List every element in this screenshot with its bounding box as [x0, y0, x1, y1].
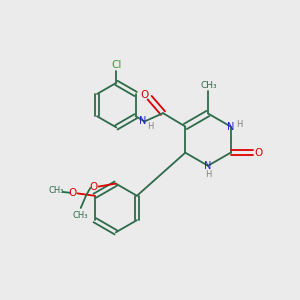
Text: H: H [205, 170, 211, 179]
Text: CH₃: CH₃ [200, 81, 217, 90]
Text: N: N [140, 116, 147, 126]
Text: H: H [236, 120, 242, 129]
Text: N: N [227, 122, 234, 131]
Text: N: N [204, 161, 211, 171]
Text: O: O [89, 182, 98, 193]
Text: Cl: Cl [111, 60, 122, 70]
Text: H: H [147, 122, 154, 131]
Text: O: O [140, 90, 148, 100]
Text: CH₃: CH₃ [73, 211, 88, 220]
Text: O: O [255, 148, 263, 158]
Text: O: O [68, 188, 76, 197]
Text: CH₃: CH₃ [49, 186, 64, 195]
